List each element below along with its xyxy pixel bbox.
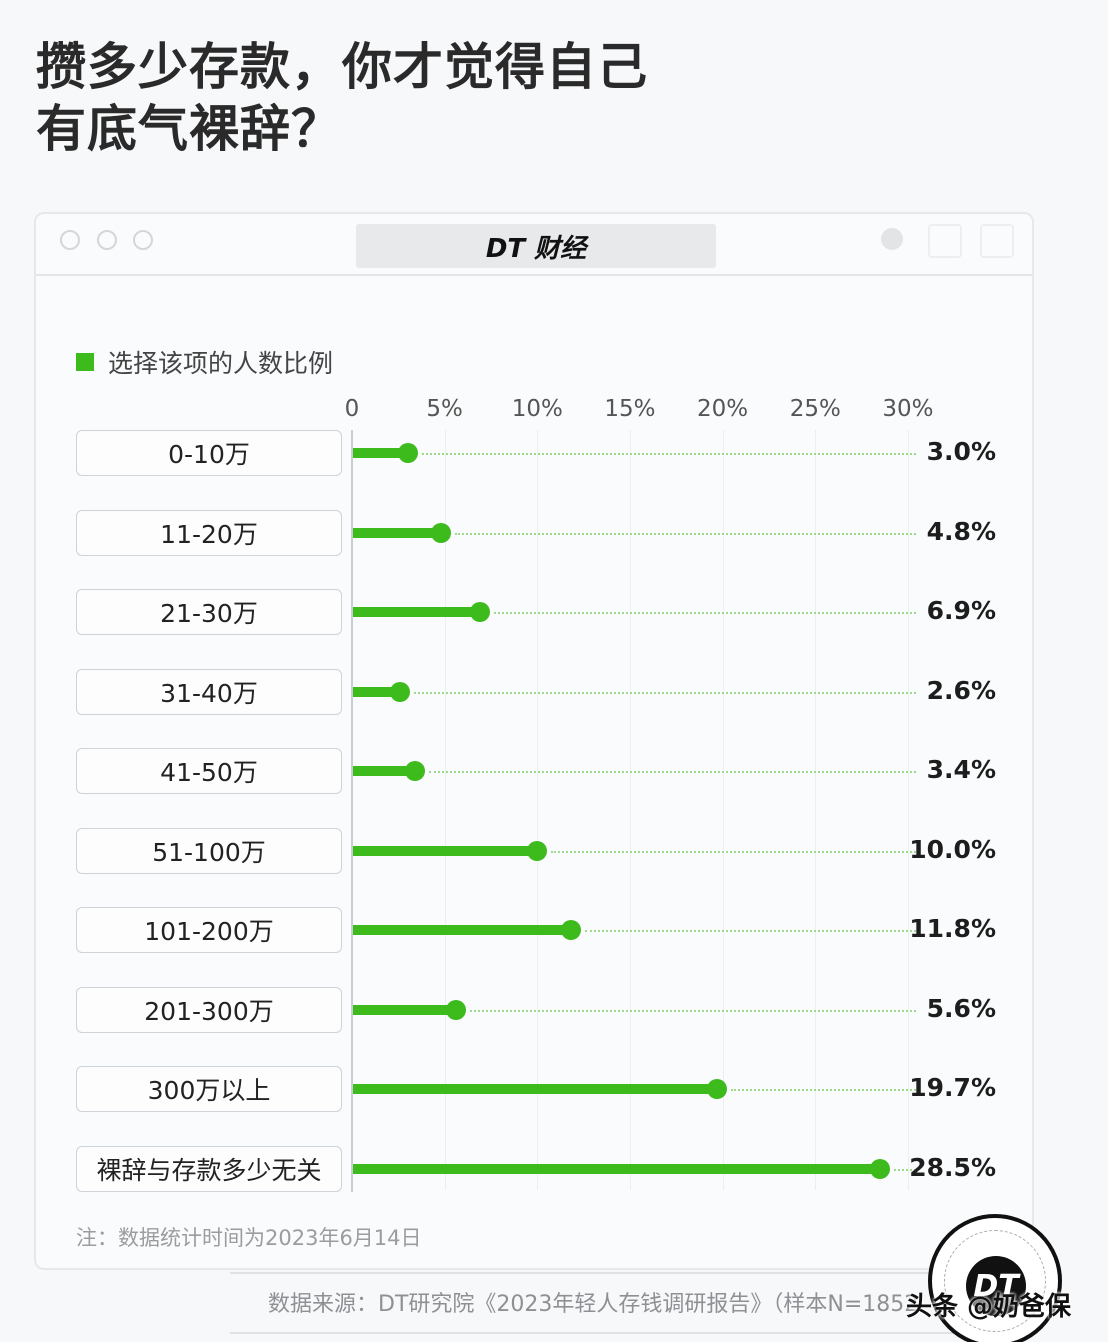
category-label: 裸辞与存款多少无关 <box>76 1145 342 1192</box>
leader-line <box>421 453 916 455</box>
gridline <box>907 430 909 1190</box>
author-credit: 头条 @奶爸保 <box>906 1292 1072 1322</box>
close-icon <box>60 230 80 250</box>
bar-end-dot <box>397 443 418 463</box>
category-label: 101-200万 <box>76 907 342 953</box>
no-entry-icon <box>133 230 153 250</box>
bar <box>353 1084 719 1094</box>
x-tick-label: 20% <box>697 396 749 422</box>
leader-line <box>429 771 916 773</box>
x-tick-label: 10% <box>511 396 563 422</box>
bar-end-dot <box>707 1079 728 1099</box>
record-dot-icon <box>881 228 903 250</box>
leader-line <box>551 850 916 853</box>
headline: 攒多少存款，你才觉得自己 有底气裸辞？ <box>36 36 648 160</box>
bar-end-dot <box>870 1158 891 1179</box>
legend-swatch <box>76 353 94 371</box>
category-label: 0-10万 <box>76 430 342 476</box>
category-label: 51-100万 <box>76 827 342 874</box>
x-tick-label: 5% <box>426 396 463 422</box>
value-label: 11.8% <box>909 914 996 943</box>
leader-line <box>414 691 916 694</box>
source-banner <box>230 1272 970 1334</box>
x-tick-label: 15% <box>604 396 656 422</box>
headline-line-2: 有底气裸辞？ <box>36 100 342 158</box>
bar-end-dot <box>390 681 411 702</box>
leader-line <box>894 1168 916 1171</box>
x-tick-label: 0 <box>344 396 360 422</box>
leader-line <box>731 1089 916 1091</box>
category-label: 31-40万 <box>76 668 342 715</box>
bar-end-dot <box>560 920 581 940</box>
value-label: 2.6% <box>926 675 996 705</box>
y-axis-line <box>351 430 353 1192</box>
leader-line <box>493 612 916 614</box>
stamp-ring <box>944 1230 1046 1332</box>
value-label: 3.4% <box>926 755 996 784</box>
category-label: 300万以上 <box>76 1066 342 1112</box>
value-label: 28.5% <box>909 1152 996 1182</box>
category-label: 11-20万 <box>76 509 342 556</box>
category-label: 21-30万 <box>76 589 342 635</box>
gridline <box>722 430 724 1190</box>
x-tick-label: 30% <box>882 396 934 422</box>
x-tick-label: 25% <box>789 396 841 422</box>
bar-end-dot <box>430 522 451 543</box>
share-icon <box>928 224 962 258</box>
leader-line <box>469 1009 916 1012</box>
headline-line-1: 攒多少存款，你才觉得自己 <box>36 38 648 96</box>
bar-end-dot <box>469 602 490 622</box>
gridline <box>444 430 446 1190</box>
bar-end-dot <box>445 999 466 1020</box>
dt-stamp-logo: DT <box>928 1214 1062 1342</box>
bar <box>353 686 402 697</box>
copy-icon <box>980 224 1014 258</box>
gridline <box>629 430 631 1190</box>
chart-legend: 选择该项的人数比例 <box>76 344 333 380</box>
value-label: 4.8% <box>926 516 996 546</box>
legend-label: 选择该项的人数比例 <box>108 349 334 378</box>
stamp-core: DT <box>966 1256 1026 1316</box>
value-label: 5.6% <box>926 993 996 1023</box>
bar <box>353 527 442 538</box>
bar <box>353 845 539 856</box>
gridline <box>537 430 539 1190</box>
value-label: 19.7% <box>909 1073 996 1102</box>
bar <box>353 766 416 776</box>
gridline <box>815 430 817 1190</box>
value-label: 3.0% <box>926 437 996 466</box>
value-label: 10.0% <box>909 834 996 864</box>
bar-end-dot <box>405 761 425 781</box>
category-label: 41-50万 <box>76 748 342 794</box>
leader-line <box>454 532 916 535</box>
footnote: 注：数据统计时间为2023年6月14日 <box>76 1226 422 1250</box>
category-label: 201-300万 <box>76 986 342 1033</box>
minimize-icon <box>97 230 117 250</box>
window-titlebar: DT 财经 <box>36 214 1032 276</box>
bar <box>353 1163 882 1174</box>
data-source: 数据来源：DT研究院《2023年轻人存钱调研报告》（样本N=1852 <box>268 1292 919 1317</box>
value-label: 6.9% <box>926 596 996 625</box>
bar <box>353 1004 457 1015</box>
bar-end-dot <box>527 840 548 861</box>
brand-logo: DT 财经 <box>356 224 716 268</box>
bar <box>353 607 481 617</box>
leader-line <box>584 930 916 932</box>
bar <box>353 448 409 458</box>
bar <box>353 925 572 935</box>
